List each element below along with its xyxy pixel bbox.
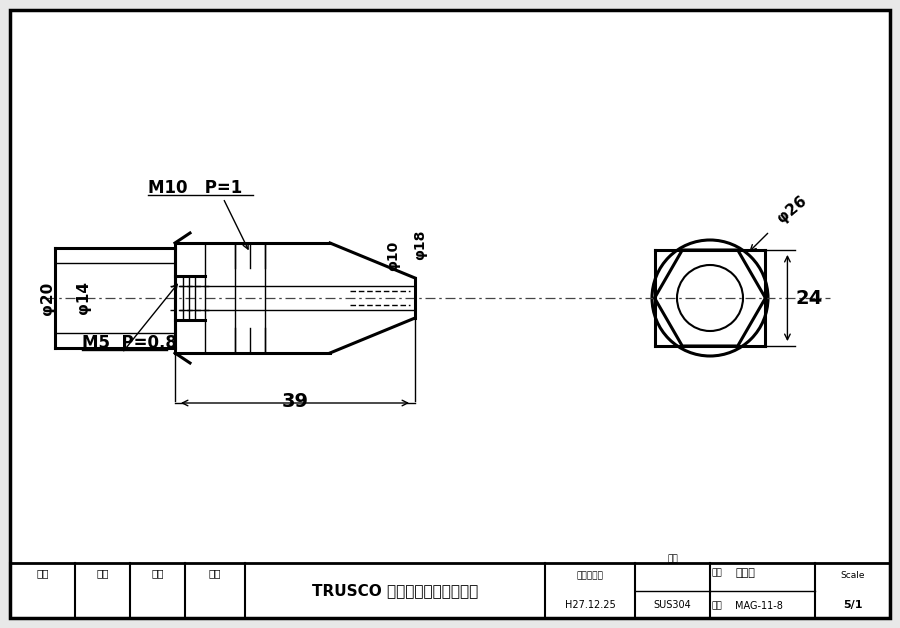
- Text: 設計: 設計: [209, 568, 221, 578]
- Text: H27.12.25: H27.12.25: [564, 600, 616, 610]
- Text: 5/1: 5/1: [842, 600, 862, 610]
- Text: φ10: φ10: [386, 241, 400, 271]
- Text: M10   P=1: M10 P=1: [148, 179, 242, 197]
- Text: MAG-11-8: MAG-11-8: [735, 601, 783, 611]
- Text: 品番: 品番: [712, 602, 723, 610]
- Text: φ26: φ26: [775, 193, 810, 226]
- Text: 24: 24: [796, 288, 823, 308]
- Text: Scale: Scale: [841, 570, 865, 580]
- Text: 承認: 承認: [96, 568, 109, 578]
- Text: φ20: φ20: [40, 281, 55, 315]
- Text: TRUSCO トラスコ中山株式会社: TRUSCO トラスコ中山株式会社: [312, 583, 478, 598]
- Text: 材質: 材質: [667, 555, 678, 564]
- Text: 39: 39: [282, 392, 309, 411]
- Text: φ18: φ18: [413, 230, 427, 260]
- Text: 検図: 検図: [151, 568, 164, 578]
- Text: 品名: 品名: [712, 568, 723, 578]
- Text: φ14: φ14: [76, 281, 91, 315]
- Text: SUS304: SUS304: [653, 600, 691, 610]
- Text: M5  P=0.8: M5 P=0.8: [82, 334, 177, 352]
- Text: ボディ: ボディ: [735, 568, 755, 578]
- Text: 備考: 備考: [36, 568, 49, 578]
- Text: 設計年月日: 設計年月日: [577, 571, 603, 580]
